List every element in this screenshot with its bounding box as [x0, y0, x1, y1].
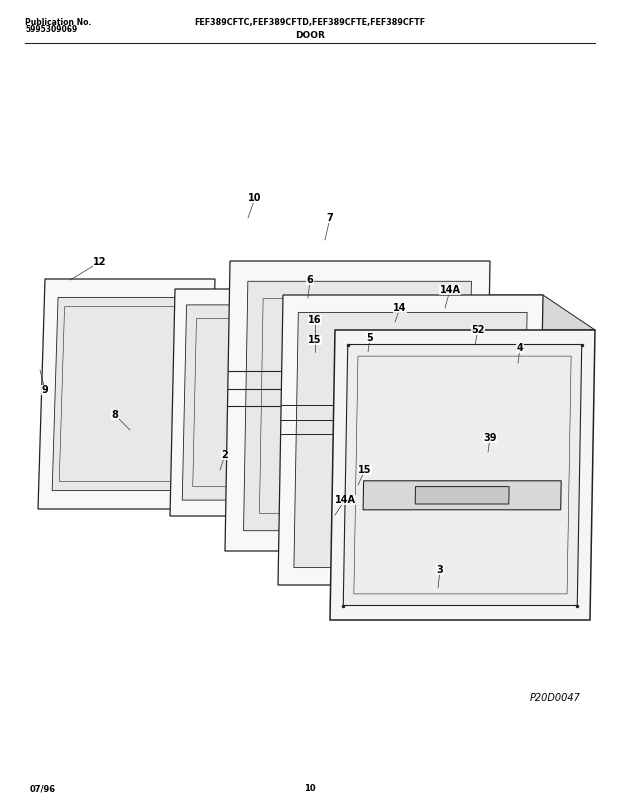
Polygon shape — [294, 312, 527, 568]
Polygon shape — [283, 295, 595, 330]
Text: P20D0047: P20D0047 — [530, 693, 581, 703]
Polygon shape — [343, 345, 582, 605]
Text: 6: 6 — [307, 275, 313, 285]
Text: 52: 52 — [471, 325, 485, 335]
Text: 2: 2 — [221, 450, 228, 460]
Polygon shape — [38, 279, 215, 509]
Text: 12: 12 — [93, 257, 107, 267]
Text: 15: 15 — [308, 335, 322, 345]
Polygon shape — [182, 305, 333, 500]
Text: 5: 5 — [366, 333, 373, 343]
Polygon shape — [330, 330, 595, 620]
Text: 9: 9 — [42, 385, 48, 395]
Text: 16: 16 — [308, 315, 322, 325]
Text: 7: 7 — [327, 213, 334, 223]
Text: 10: 10 — [248, 193, 262, 203]
Text: 14A: 14A — [440, 285, 461, 295]
Text: 3: 3 — [436, 565, 443, 575]
Text: 4: 4 — [516, 343, 523, 353]
Polygon shape — [244, 282, 471, 531]
Polygon shape — [52, 298, 201, 490]
Text: 8: 8 — [112, 410, 118, 420]
Polygon shape — [170, 289, 345, 516]
Polygon shape — [225, 261, 490, 551]
Text: 5995309069: 5995309069 — [25, 25, 78, 34]
Text: DOOR: DOOR — [295, 31, 325, 40]
Text: 14A: 14A — [335, 495, 355, 505]
Text: 10: 10 — [304, 784, 316, 793]
Text: FEF389CFTC,FEF389CFTD,FEF389CFTE,FEF389CFTF: FEF389CFTC,FEF389CFTD,FEF389CFTE,FEF389C… — [195, 18, 425, 27]
Text: 14: 14 — [393, 303, 407, 313]
Polygon shape — [278, 295, 543, 585]
Text: Publication No.: Publication No. — [25, 18, 91, 27]
Polygon shape — [415, 486, 509, 504]
Text: 39: 39 — [483, 433, 497, 443]
Polygon shape — [363, 481, 561, 510]
Text: 07/96: 07/96 — [30, 784, 56, 793]
Text: 15: 15 — [358, 465, 372, 475]
